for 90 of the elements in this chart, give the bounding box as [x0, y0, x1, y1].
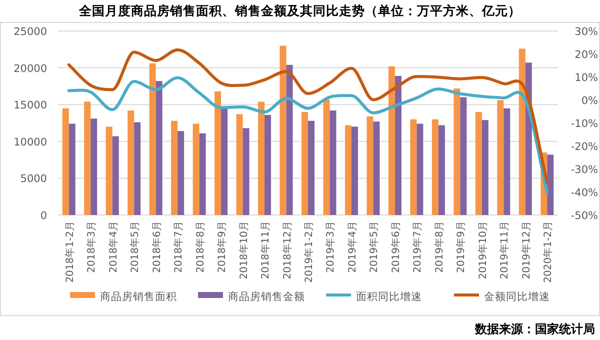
y2-tick-label: -10% [570, 118, 598, 130]
legend-label: 商品房销售面积 [100, 290, 177, 303]
bar [68, 124, 76, 215]
x-tick-label: 2019年3月 [324, 221, 337, 273]
x-tick-label: 2018年5月 [129, 221, 142, 273]
bar [330, 110, 336, 215]
y-tick-label: 20000 [14, 62, 47, 75]
x-tick-label: 2019年9月 [455, 221, 468, 273]
bar [323, 99, 330, 215]
bar [112, 136, 119, 215]
bar [199, 133, 206, 215]
y2-tick-label: -40% [570, 187, 598, 199]
line-series [67, 76, 549, 194]
bar [432, 119, 438, 215]
bar [286, 64, 293, 215]
x-tick-label: 2019年7月 [412, 221, 424, 273]
x-tick-label: 2020年1-2月 [542, 221, 554, 283]
bar [394, 76, 402, 215]
bar [504, 108, 510, 215]
bar [90, 118, 98, 215]
x-tick-label: 2018年12月 [281, 221, 294, 280]
bar [351, 126, 358, 215]
y-tick-label: 25000 [14, 26, 47, 38]
bar [454, 88, 460, 215]
bar [264, 114, 272, 215]
x-tick-label: 2018年9月 [216, 221, 228, 273]
x-tick-label: 2019年12月 [520, 221, 532, 280]
x-tick-label: 2018年3月 [86, 221, 98, 273]
bar [106, 126, 112, 215]
y-tick-label: 10000 [14, 136, 47, 148]
y-tick-label: 0 [40, 210, 47, 222]
bar [438, 125, 445, 215]
bar [388, 66, 395, 215]
bar [416, 124, 424, 215]
bar [482, 120, 488, 215]
bar [178, 131, 184, 215]
bar [497, 100, 504, 215]
bar [236, 114, 243, 215]
bar [308, 120, 314, 215]
x-tick-label: 2019年11月 [498, 221, 511, 280]
x-tick-label: 2019年1-2月 [303, 221, 315, 283]
y2-tick-label: 10% [574, 72, 598, 84]
bar [62, 108, 69, 215]
legend-label: 金额同比增速 [484, 290, 550, 303]
bar [366, 116, 374, 215]
x-tick-label: 2018年11月 [260, 221, 272, 280]
bar [302, 112, 308, 215]
y2-tick-label: 20% [574, 49, 598, 61]
bar [214, 91, 222, 215]
x-tick-label: 2019年8月 [433, 221, 446, 273]
legend-label: 商品房销售金额 [228, 290, 305, 303]
y2-tick-label: -50% [570, 210, 598, 222]
bar [547, 154, 554, 215]
bar [518, 48, 526, 215]
bar [128, 110, 134, 215]
bar [410, 119, 417, 215]
y2-tick-label: 30% [574, 26, 598, 38]
bar [192, 124, 200, 215]
x-tick-label: 2018年7月 [172, 221, 185, 273]
x-tick-label: 2018年8月 [194, 221, 206, 273]
x-tick-label: 2019年4月 [346, 221, 358, 273]
bar [344, 125, 352, 215]
bar [134, 122, 141, 215]
y-tick-label: 5000 [20, 173, 47, 186]
y2-tick-label: -30% [570, 164, 598, 176]
line-series [67, 48, 549, 184]
bar [149, 63, 156, 215]
x-tick-label: 2019年5月 [368, 221, 380, 273]
bar [156, 81, 162, 215]
y2-tick-label: -20% [570, 141, 598, 153]
bar [373, 122, 380, 215]
y-tick-label: 15000 [14, 100, 47, 112]
x-tick-label: 2019年10月 [476, 221, 489, 280]
bar [258, 102, 265, 215]
bar [84, 102, 91, 215]
bar [171, 120, 178, 215]
x-tick-label: 2018年10月 [238, 221, 250, 280]
x-tick-label: 2018年1-2月 [64, 221, 76, 283]
legend-label: 面积同比增速 [356, 290, 422, 303]
x-tick-label: 2018年6月 [150, 221, 163, 273]
bar [475, 112, 482, 215]
bar [460, 97, 467, 215]
y2-tick-label: 0% [581, 95, 598, 107]
chart-title: 全国月度商品房销售面积、销售金额及其同比走势（单位：万平方米、亿元） [78, 3, 521, 18]
x-tick-label: 2019年6月 [390, 221, 402, 273]
bar [221, 106, 228, 215]
bar [280, 46, 286, 215]
source-note: 数据来源：国家统计局 [474, 322, 595, 336]
bar [242, 128, 250, 215]
x-tick-label: 2018年4月 [107, 221, 120, 273]
